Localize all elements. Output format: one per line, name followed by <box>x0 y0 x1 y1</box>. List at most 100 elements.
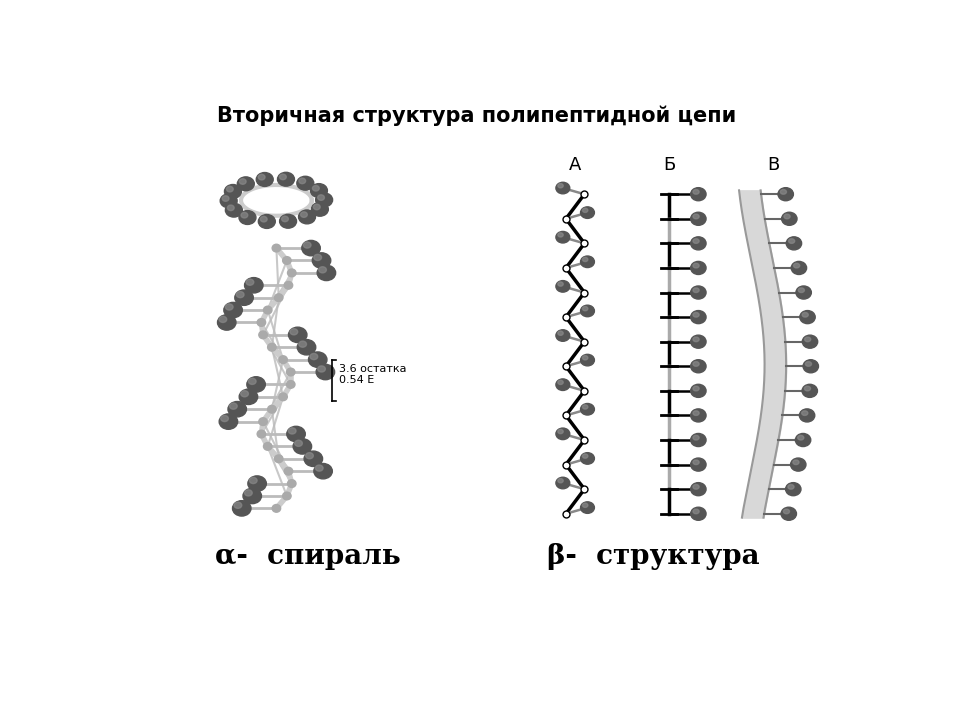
Ellipse shape <box>783 509 789 514</box>
Ellipse shape <box>558 233 564 237</box>
Ellipse shape <box>286 368 295 376</box>
Ellipse shape <box>228 402 247 417</box>
Ellipse shape <box>803 312 808 317</box>
Ellipse shape <box>239 389 257 405</box>
Ellipse shape <box>224 302 242 318</box>
Text: Вторичная структура полипептидной цепи: Вторичная структура полипептидной цепи <box>217 105 736 126</box>
Ellipse shape <box>232 500 251 516</box>
Ellipse shape <box>314 464 332 479</box>
Ellipse shape <box>693 264 699 268</box>
Ellipse shape <box>284 282 293 289</box>
Ellipse shape <box>268 405 276 413</box>
Ellipse shape <box>316 465 324 471</box>
Ellipse shape <box>558 380 564 384</box>
Ellipse shape <box>275 455 283 463</box>
Ellipse shape <box>790 458 806 471</box>
Ellipse shape <box>693 189 699 194</box>
Ellipse shape <box>558 282 564 286</box>
Ellipse shape <box>778 188 793 201</box>
Ellipse shape <box>556 477 570 489</box>
Ellipse shape <box>278 356 287 364</box>
Ellipse shape <box>800 409 815 422</box>
Ellipse shape <box>316 193 332 207</box>
Ellipse shape <box>308 352 327 367</box>
Ellipse shape <box>282 492 291 500</box>
Ellipse shape <box>312 186 320 191</box>
Ellipse shape <box>300 212 307 217</box>
Ellipse shape <box>556 428 570 440</box>
Ellipse shape <box>235 290 253 305</box>
Ellipse shape <box>693 386 699 391</box>
Ellipse shape <box>282 256 291 264</box>
Ellipse shape <box>250 477 257 484</box>
Ellipse shape <box>227 186 233 192</box>
Ellipse shape <box>279 215 297 228</box>
Ellipse shape <box>690 482 706 495</box>
Ellipse shape <box>800 310 815 324</box>
Ellipse shape <box>690 360 706 373</box>
Ellipse shape <box>286 381 295 388</box>
Ellipse shape <box>690 188 706 201</box>
Ellipse shape <box>788 239 795 243</box>
Text: А: А <box>569 156 582 174</box>
Ellipse shape <box>794 264 800 268</box>
Ellipse shape <box>690 310 706 324</box>
Ellipse shape <box>690 212 706 225</box>
Ellipse shape <box>804 360 819 373</box>
Ellipse shape <box>780 189 786 194</box>
Ellipse shape <box>239 210 256 225</box>
Ellipse shape <box>239 179 246 184</box>
Ellipse shape <box>690 384 706 397</box>
Ellipse shape <box>256 173 274 186</box>
Ellipse shape <box>558 479 564 483</box>
Ellipse shape <box>690 261 706 274</box>
Ellipse shape <box>316 364 335 379</box>
Ellipse shape <box>693 239 699 243</box>
Ellipse shape <box>234 502 242 508</box>
Ellipse shape <box>241 212 248 218</box>
Ellipse shape <box>237 177 254 191</box>
Ellipse shape <box>245 490 252 496</box>
Ellipse shape <box>581 502 594 513</box>
Ellipse shape <box>558 429 564 433</box>
Text: 0.54 Е: 0.54 Е <box>339 375 374 385</box>
Ellipse shape <box>246 279 253 285</box>
Ellipse shape <box>259 331 267 338</box>
Ellipse shape <box>273 505 280 512</box>
Ellipse shape <box>222 196 229 202</box>
Ellipse shape <box>786 237 802 250</box>
Ellipse shape <box>788 485 794 489</box>
Ellipse shape <box>785 482 801 495</box>
Ellipse shape <box>791 261 806 274</box>
Ellipse shape <box>693 509 699 514</box>
Ellipse shape <box>804 386 810 391</box>
Ellipse shape <box>690 286 706 299</box>
Ellipse shape <box>297 176 314 190</box>
Ellipse shape <box>275 294 283 302</box>
Ellipse shape <box>693 214 699 219</box>
Ellipse shape <box>693 361 699 366</box>
Ellipse shape <box>784 214 790 219</box>
Ellipse shape <box>288 480 296 487</box>
Text: β-  структура: β- структура <box>547 543 760 570</box>
Ellipse shape <box>259 418 267 426</box>
Ellipse shape <box>690 458 706 471</box>
Ellipse shape <box>802 411 807 415</box>
Ellipse shape <box>556 330 570 341</box>
Ellipse shape <box>583 208 588 212</box>
Ellipse shape <box>690 237 706 250</box>
Ellipse shape <box>793 460 799 464</box>
Ellipse shape <box>690 507 706 521</box>
Ellipse shape <box>581 207 594 218</box>
Ellipse shape <box>583 405 588 409</box>
Ellipse shape <box>314 254 322 261</box>
Ellipse shape <box>310 184 327 197</box>
Ellipse shape <box>288 428 296 434</box>
Ellipse shape <box>583 454 588 458</box>
Ellipse shape <box>693 411 699 415</box>
Ellipse shape <box>236 292 244 297</box>
Ellipse shape <box>258 215 276 228</box>
Ellipse shape <box>225 184 241 199</box>
Ellipse shape <box>284 467 293 475</box>
Ellipse shape <box>279 174 286 180</box>
